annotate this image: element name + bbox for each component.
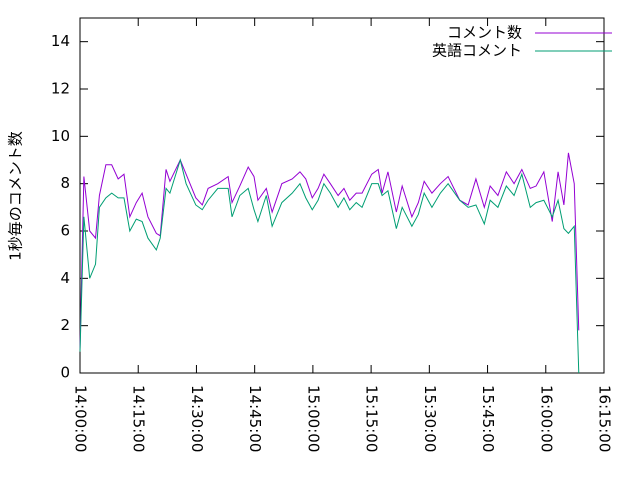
y-tick-label: 4: [60, 269, 70, 287]
legend-label: 英語コメント: [432, 42, 522, 60]
y-tick-label: 6: [60, 222, 70, 240]
y-tick-label: 0: [60, 364, 70, 382]
y-tick-label: 8: [60, 174, 70, 192]
x-tick-label: 16:15:00: [596, 385, 614, 452]
x-tick-label: 15:45:00: [479, 385, 497, 452]
plot-frame: [79, 17, 605, 374]
y-tick-label: 14: [51, 32, 70, 50]
x-tick-label: 15:00:00: [304, 385, 322, 452]
x-tick-label: 16:00:00: [537, 385, 555, 452]
y-tick-label: 2: [60, 316, 70, 334]
series-line: [79, 152, 580, 350]
legend-label: コメント数: [447, 24, 522, 42]
x-tick-label: 14:45:00: [246, 385, 264, 452]
y-tick-label: 10: [51, 127, 70, 145]
series-line: [79, 158, 580, 374]
x-tick-label: 14:00:00: [72, 385, 90, 452]
x-tick-label: 14:30:00: [188, 385, 206, 452]
x-tick-label: 15:30:00: [421, 385, 439, 452]
y-axis-label: 1秒毎のコメント数: [7, 131, 25, 261]
y-tick-label: 12: [51, 80, 70, 98]
x-tick-label: 15:15:00: [363, 385, 381, 452]
x-tick-label: 14:15:00: [130, 385, 148, 452]
